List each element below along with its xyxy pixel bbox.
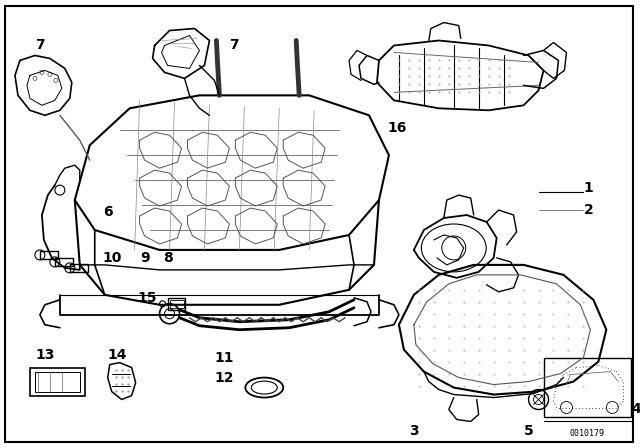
Bar (35, 371, 80, 392)
Text: 7: 7 (230, 39, 239, 52)
Text: 9: 9 (140, 251, 149, 265)
Text: 7: 7 (35, 39, 45, 52)
Text: 8: 8 (163, 251, 172, 265)
Text: 16: 16 (387, 121, 406, 135)
Text: 0010179: 0010179 (570, 429, 605, 438)
Text: 13: 13 (35, 348, 54, 362)
Text: 3: 3 (409, 424, 419, 439)
Text: 14: 14 (108, 348, 127, 362)
Text: 10: 10 (102, 251, 122, 265)
Text: 4: 4 (632, 402, 640, 417)
Bar (30, 368, 84, 396)
Text: 12: 12 (214, 370, 234, 384)
Text: 2: 2 (584, 203, 593, 217)
Text: 5: 5 (524, 424, 533, 439)
Bar (168, 298, 186, 310)
Bar (543, 358, 631, 418)
Text: 15: 15 (138, 291, 157, 305)
Text: 11: 11 (214, 351, 234, 365)
Text: 1: 1 (584, 181, 593, 195)
Text: 6: 6 (103, 205, 113, 219)
Bar (170, 300, 184, 308)
